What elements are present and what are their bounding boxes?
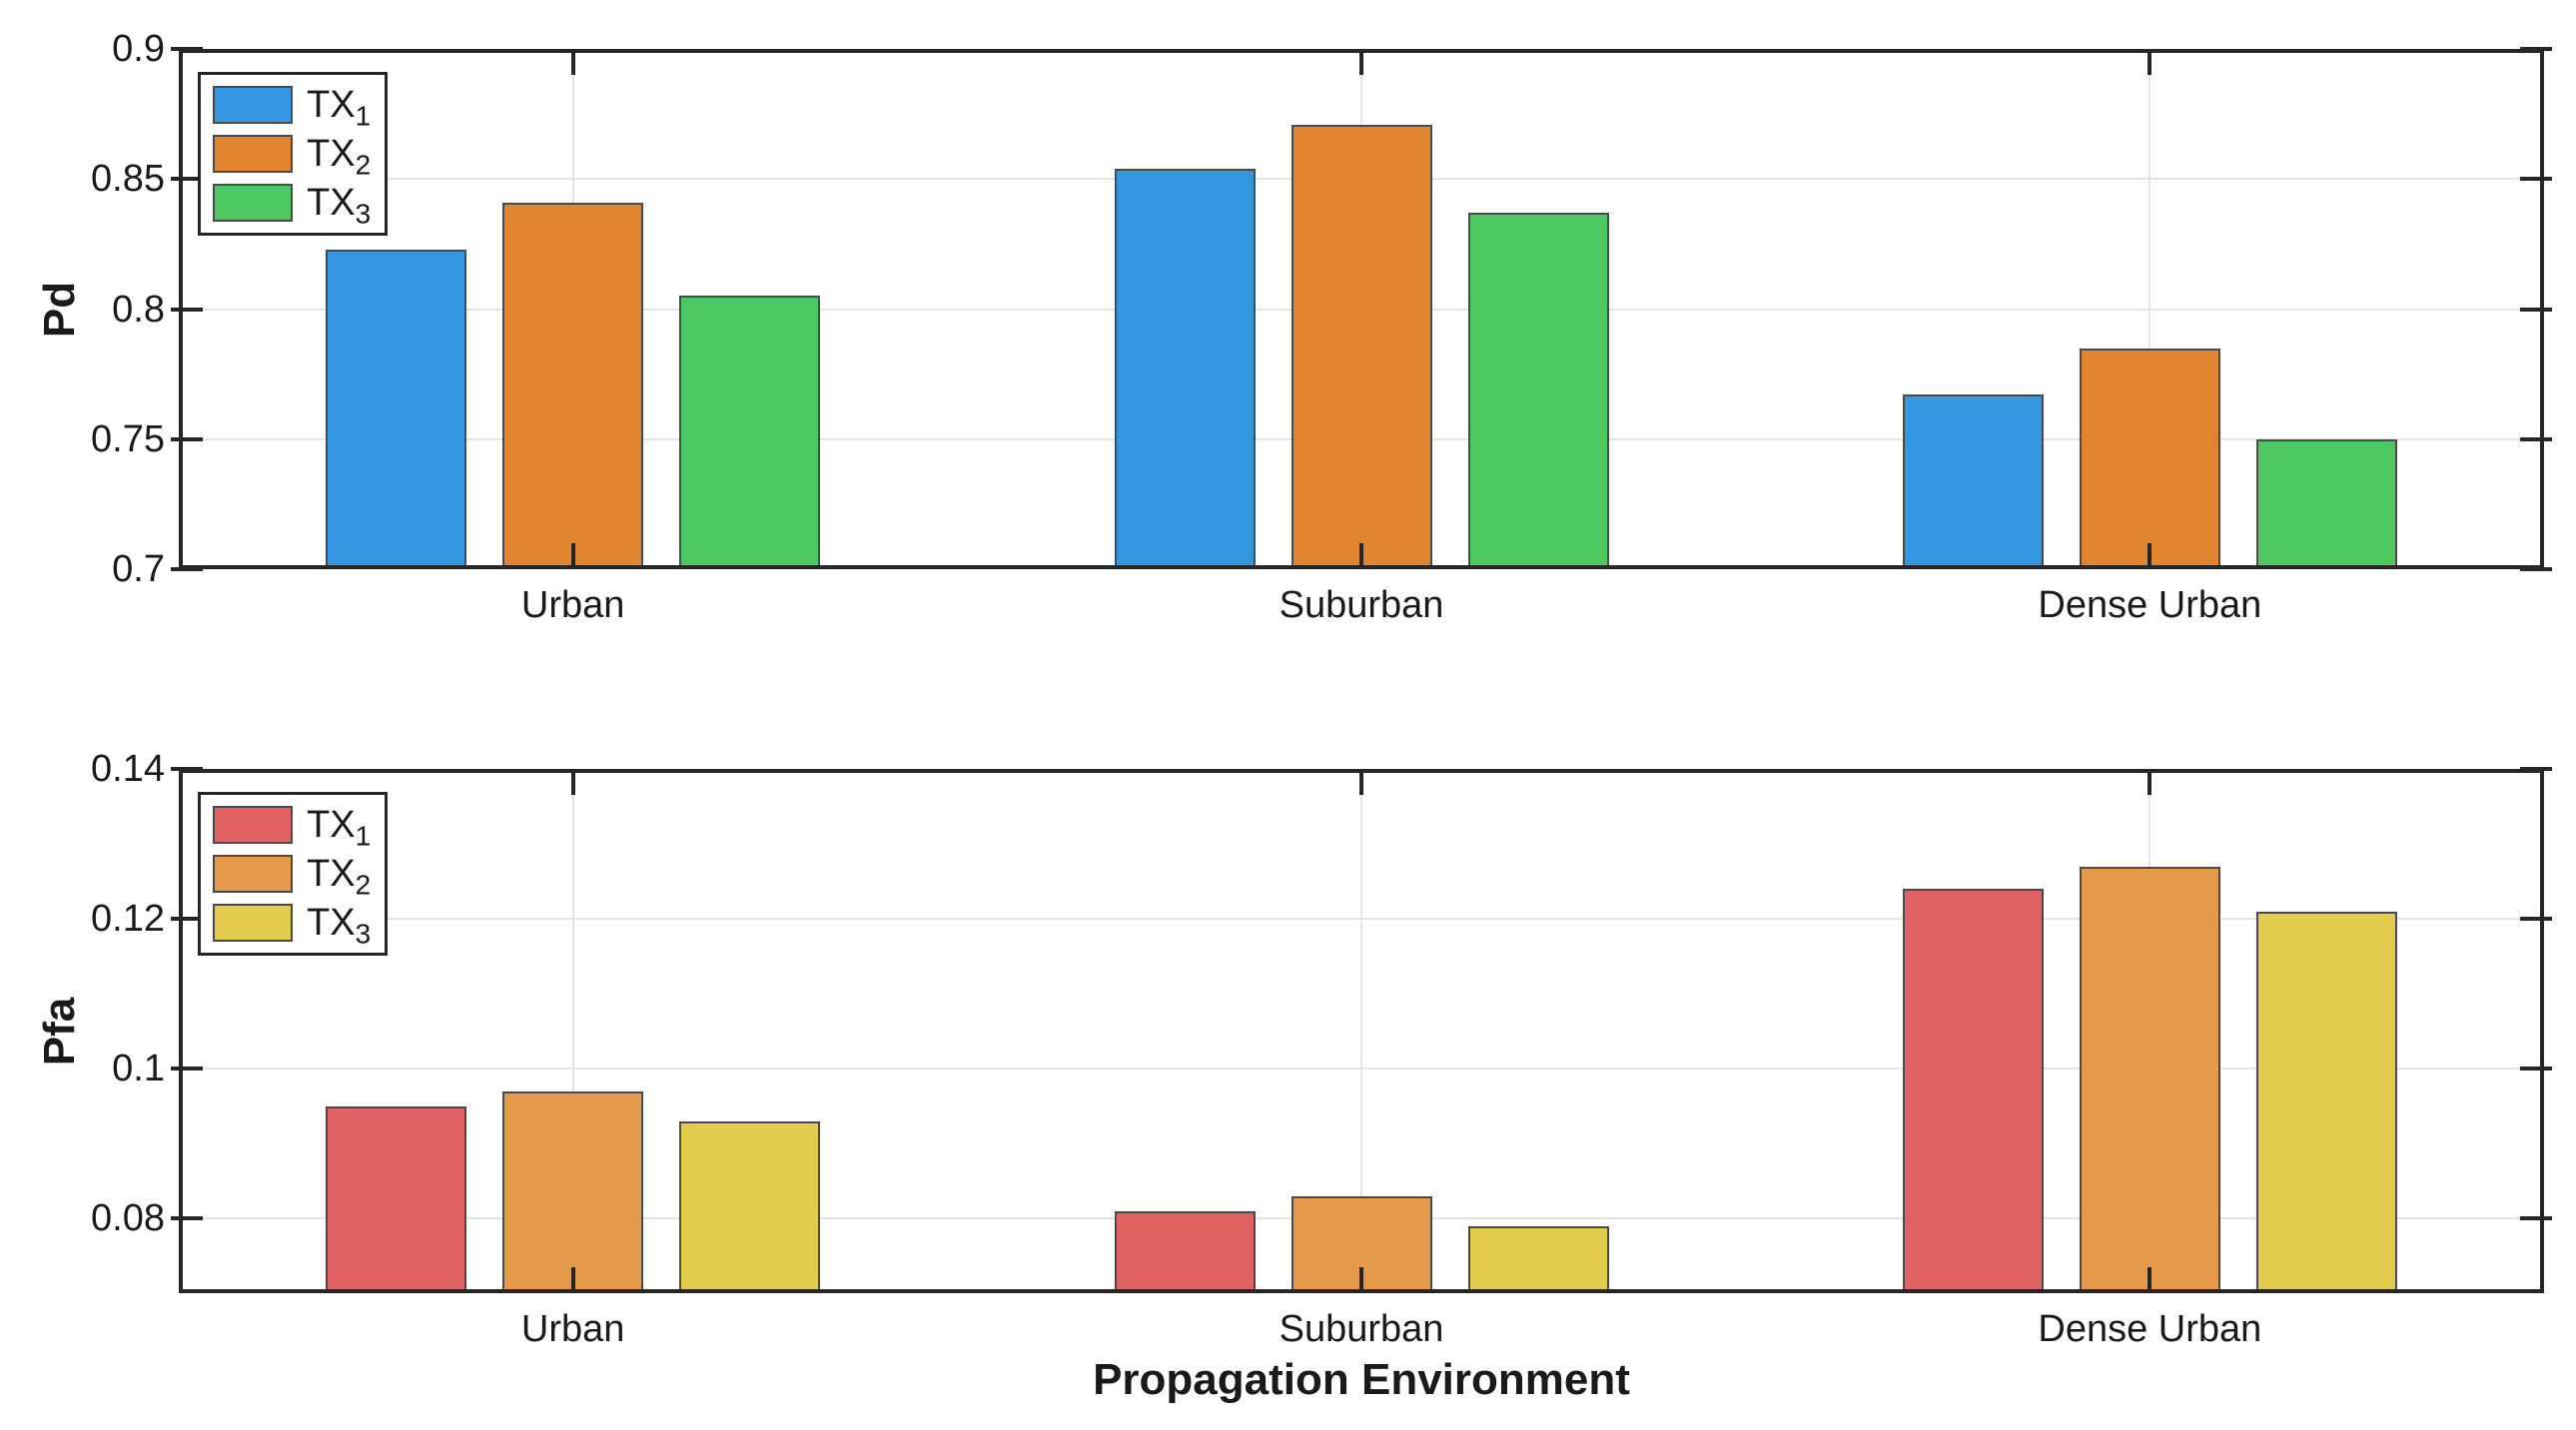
y-tick-label: 0.9 <box>112 28 165 70</box>
x-tick-mark <box>570 543 575 569</box>
y-tick-label: 0.7 <box>112 548 165 590</box>
legend-entry: TX2 <box>213 133 372 181</box>
x-tick-mark <box>1359 543 1363 569</box>
category-label: Urban <box>520 1308 625 1350</box>
y-tick-label: 0.85 <box>91 158 165 201</box>
y-tick-label: 0.12 <box>91 898 165 940</box>
legend-swatch-icon <box>213 806 293 844</box>
legend-label: TX3 <box>307 902 372 950</box>
bar-tx2-urban <box>502 1090 644 1293</box>
y-tick-mark <box>2520 436 2552 441</box>
y-tick-mark <box>2520 567 2552 571</box>
bar-tx2-dense-urban <box>2079 866 2220 1293</box>
x-tick-mark <box>2147 49 2152 75</box>
y-tick-mark <box>2520 767 2552 771</box>
bar-tx1-suburban <box>1114 1210 1256 1293</box>
y-axis-label: Pfa <box>35 997 84 1066</box>
legend-label: TX1 <box>307 84 372 132</box>
x-tick-mark <box>570 49 575 75</box>
legend-swatch-icon <box>213 184 293 222</box>
y-tick-mark <box>171 47 203 51</box>
x-tick-mark <box>570 1267 575 1293</box>
bar-tx1-dense-urban <box>1902 889 2044 1293</box>
y-tick-mark <box>171 567 203 571</box>
x-gridline <box>571 771 574 1291</box>
bar-tx3-urban <box>679 296 821 569</box>
legend-swatch-icon <box>213 135 293 173</box>
legend: TX1 TX2 TX3 <box>198 72 389 236</box>
bar-tx3-dense-urban <box>2255 911 2397 1293</box>
y-tick-mark <box>171 917 203 921</box>
x-tick-mark <box>570 769 575 795</box>
legend-entry: TX1 <box>213 804 372 852</box>
category-label: Suburban <box>1279 1308 1444 1350</box>
pfa-axes: TX1 TX2 TX3 <box>171 767 2552 1293</box>
bar-tx3-dense-urban <box>2255 438 2397 569</box>
category-label: Urban <box>520 584 625 626</box>
y-tick-label: 0.8 <box>112 288 165 331</box>
bar-tx3-suburban <box>1467 213 1609 569</box>
y-tick-label: 0.75 <box>91 417 165 460</box>
bar-tx2-suburban <box>1290 124 1432 569</box>
legend-label: TX2 <box>307 133 372 181</box>
legend-entry: TX3 <box>213 902 372 950</box>
bar-tx1-urban <box>326 1105 467 1293</box>
category-label: Suburban <box>1279 584 1444 626</box>
legend-entry: TX2 <box>213 853 372 901</box>
pd-axes: TX1 TX2 TX3 <box>171 47 2552 571</box>
legend-entry: TX3 <box>213 182 372 230</box>
category-label: Dense Urban <box>2038 1308 2262 1350</box>
y-tick-mark <box>2520 1067 2552 1071</box>
x-axis-label: Propagation Environment <box>1093 1355 1630 1404</box>
y-tick-mark <box>2520 917 2552 921</box>
y-tick-mark <box>2520 307 2552 312</box>
y-tick-mark <box>171 436 203 441</box>
bar-tx1-suburban <box>1114 168 1256 569</box>
y-tick-mark <box>2520 1216 2552 1220</box>
x-gridline <box>1360 771 1362 1291</box>
legend-swatch-icon <box>213 855 293 893</box>
bar-tx2-urban <box>502 202 644 569</box>
category-label: Dense Urban <box>2038 584 2262 626</box>
bar-tx3-urban <box>679 1120 821 1293</box>
x-tick-mark <box>2147 1267 2152 1293</box>
y-tick-label: 0.1 <box>112 1048 165 1089</box>
y-tick-label: 0.08 <box>91 1197 165 1239</box>
x-tick-mark <box>2147 543 2152 569</box>
x-tick-mark <box>1359 769 1363 795</box>
y-axis-label: Pd <box>35 281 84 338</box>
legend-entry: TX1 <box>213 84 372 132</box>
y-tick-mark <box>171 1216 203 1220</box>
x-tick-mark <box>1359 49 1363 75</box>
y-tick-mark <box>171 177 203 182</box>
x-tick-mark <box>1359 1267 1363 1293</box>
legend-label: TX2 <box>307 853 372 901</box>
x-gridline <box>2148 51 2151 567</box>
y-tick-mark <box>2520 177 2552 182</box>
y-tick-mark <box>171 767 203 771</box>
y-tick-label: 0.14 <box>91 748 165 790</box>
legend: TX1 TX2 TX3 <box>198 792 389 956</box>
legend-swatch-icon <box>213 904 293 942</box>
y-tick-mark <box>2520 47 2552 51</box>
legend-swatch-icon <box>213 86 293 124</box>
bar-tx3-suburban <box>1467 1225 1609 1293</box>
legend-label: TX1 <box>307 804 372 852</box>
bar-tx1-dense-urban <box>1902 394 2044 569</box>
bar-tx1-urban <box>326 249 467 569</box>
legend-label: TX3 <box>307 182 372 230</box>
y-tick-mark <box>171 1067 203 1071</box>
bar-tx2-dense-urban <box>2079 348 2220 569</box>
x-tick-mark <box>2147 769 2152 795</box>
y-tick-mark <box>171 307 203 312</box>
